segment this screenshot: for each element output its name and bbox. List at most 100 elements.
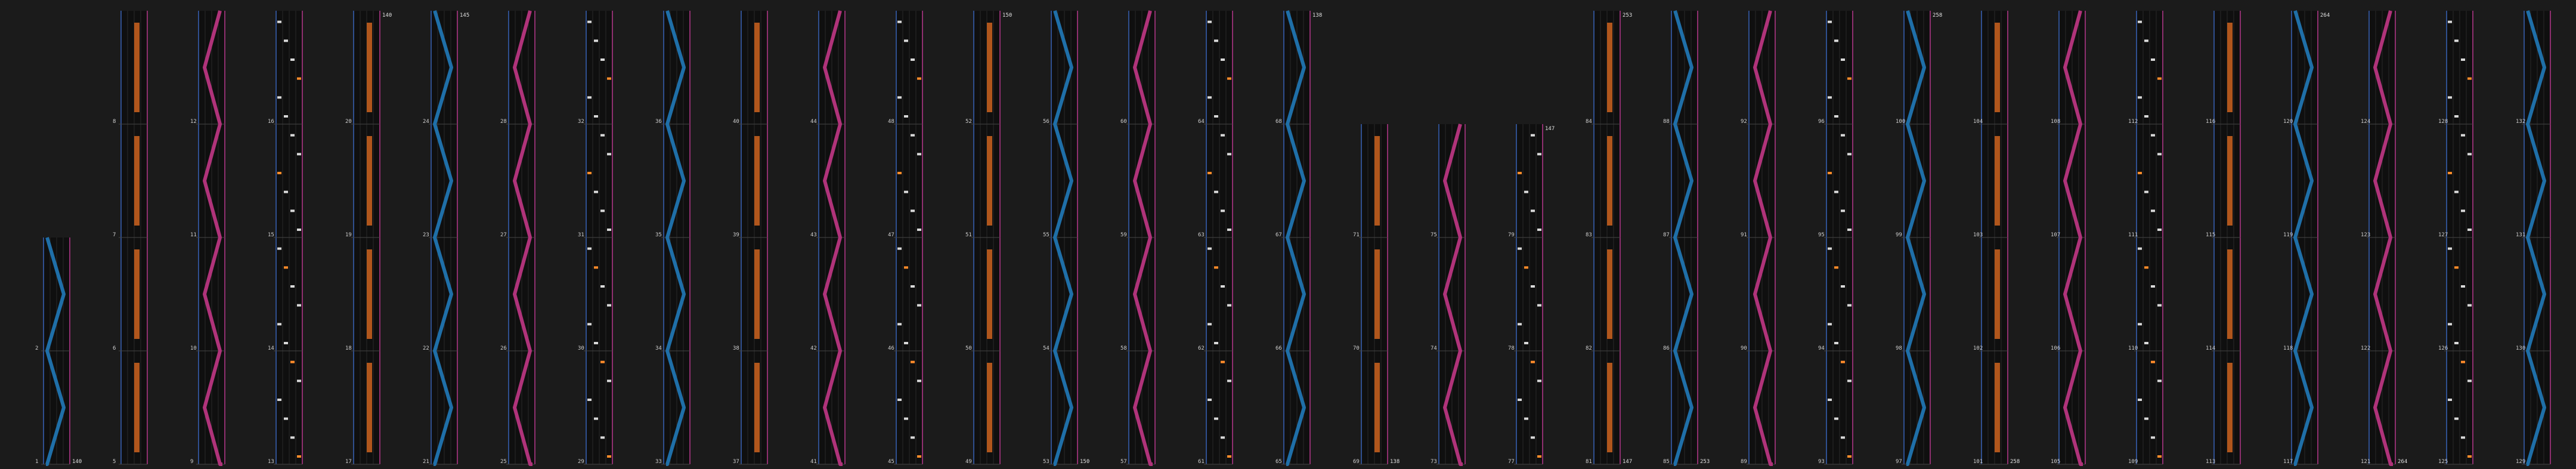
chip-note bbox=[297, 77, 301, 80]
measure-number: 96 bbox=[1818, 119, 1825, 125]
measure-number: 7 bbox=[113, 232, 116, 238]
chip-note bbox=[607, 379, 611, 382]
chip-note bbox=[2448, 399, 2452, 401]
chip-note bbox=[2461, 285, 2465, 288]
measure-number: 68 bbox=[1275, 119, 1282, 125]
measure-number: 71 bbox=[1353, 232, 1360, 238]
measure-number: 53 bbox=[1043, 459, 1049, 465]
measure-number: 70 bbox=[1353, 345, 1360, 351]
long-note bbox=[754, 363, 760, 452]
measure-number: 125 bbox=[2438, 459, 2448, 465]
chip-note bbox=[600, 134, 605, 137]
chip-note bbox=[911, 285, 915, 288]
measure-number: 69 bbox=[1353, 459, 1360, 465]
chip-note bbox=[2448, 172, 2452, 174]
long-note bbox=[134, 249, 140, 339]
chip-note bbox=[290, 285, 295, 288]
measure-number: 52 bbox=[965, 119, 972, 125]
chip-note bbox=[917, 77, 921, 80]
laser-right bbox=[1443, 124, 1463, 466]
chip-note bbox=[2467, 153, 2472, 156]
chip-note bbox=[897, 96, 902, 99]
chip-note bbox=[1531, 436, 1535, 439]
measure-number: 57 bbox=[1120, 459, 1127, 465]
chip-note bbox=[1531, 209, 1535, 212]
chip-note bbox=[2138, 172, 2142, 174]
chip-note bbox=[1847, 77, 1852, 80]
measure-number: 131 bbox=[2516, 232, 2525, 238]
chip-note bbox=[2454, 266, 2459, 269]
measure-number: 64 bbox=[1198, 119, 1205, 125]
chip-note bbox=[904, 342, 908, 344]
measure-number: 102 bbox=[1973, 345, 1983, 351]
measure-number: 29 bbox=[578, 459, 584, 465]
long-note bbox=[1374, 363, 1380, 452]
chip-note bbox=[594, 266, 598, 269]
bpm-change: 253 bbox=[1700, 459, 1710, 465]
measure-number: 84 bbox=[1586, 119, 1592, 125]
measure-number: 100 bbox=[1896, 119, 1905, 125]
chip-note bbox=[2454, 190, 2459, 193]
chip-note bbox=[1828, 247, 1832, 250]
chip-note bbox=[1221, 436, 1225, 439]
long-note bbox=[1995, 136, 2000, 226]
chip-note bbox=[277, 399, 281, 401]
chip-note bbox=[904, 266, 908, 269]
long-note bbox=[1995, 249, 2000, 339]
chip-note bbox=[594, 115, 598, 118]
chip-note bbox=[1841, 285, 1845, 288]
measure-number: 79 bbox=[1508, 232, 1515, 238]
measure-number: 124 bbox=[2361, 119, 2370, 125]
chip-note bbox=[1208, 323, 1212, 326]
chip-note bbox=[2467, 229, 2472, 231]
laser-right bbox=[1753, 10, 1773, 466]
measure-number: 34 bbox=[655, 345, 662, 351]
chip-note bbox=[917, 229, 921, 231]
chip-note bbox=[277, 172, 281, 174]
chip-note bbox=[587, 172, 592, 174]
bpm-change: 145 bbox=[460, 13, 469, 18]
laser-left bbox=[1906, 10, 1926, 466]
chip-note bbox=[1841, 134, 1845, 137]
measure-number: 6 bbox=[113, 345, 116, 351]
chip-note bbox=[1828, 96, 1832, 99]
long-note bbox=[367, 23, 372, 112]
chip-note bbox=[904, 417, 908, 420]
bpm-change: 258 bbox=[1933, 13, 1942, 18]
measure-number: 28 bbox=[500, 119, 507, 125]
long-note bbox=[134, 363, 140, 452]
measure-number: 81 bbox=[1586, 459, 1592, 465]
chip-note bbox=[2138, 247, 2142, 250]
chip-note bbox=[1221, 285, 1225, 288]
chip-note bbox=[607, 229, 611, 231]
bpm-change: 258 bbox=[2010, 459, 2020, 465]
chip-note bbox=[2157, 229, 2162, 231]
chip-note bbox=[1524, 417, 1528, 420]
chip-note bbox=[2144, 266, 2148, 269]
measure-number: 113 bbox=[2206, 459, 2215, 465]
measure-number: 40 bbox=[733, 119, 739, 125]
chip-note bbox=[587, 399, 592, 401]
long-note bbox=[987, 23, 992, 112]
chip-note bbox=[607, 77, 611, 80]
laser-left bbox=[433, 10, 453, 466]
chip-note bbox=[1214, 266, 1218, 269]
laser-right bbox=[513, 10, 532, 466]
measure-number: 21 bbox=[423, 459, 429, 465]
measure-number: 49 bbox=[965, 459, 972, 465]
long-note bbox=[987, 136, 992, 226]
measure-number: 128 bbox=[2438, 119, 2448, 125]
chip-note bbox=[904, 190, 908, 193]
measure-number: 36 bbox=[655, 119, 662, 125]
long-note bbox=[1995, 363, 2000, 452]
long-note bbox=[987, 363, 992, 452]
measure-number: 30 bbox=[578, 345, 584, 351]
chip-note bbox=[1537, 455, 1541, 458]
chip-note bbox=[2151, 209, 2155, 212]
chip-note bbox=[1221, 209, 1225, 212]
laser-left bbox=[1053, 10, 1073, 466]
measure-number: 109 bbox=[2128, 459, 2138, 465]
chip-note bbox=[2467, 455, 2472, 458]
measure-number: 59 bbox=[1120, 232, 1127, 238]
long-note bbox=[1607, 136, 1612, 226]
